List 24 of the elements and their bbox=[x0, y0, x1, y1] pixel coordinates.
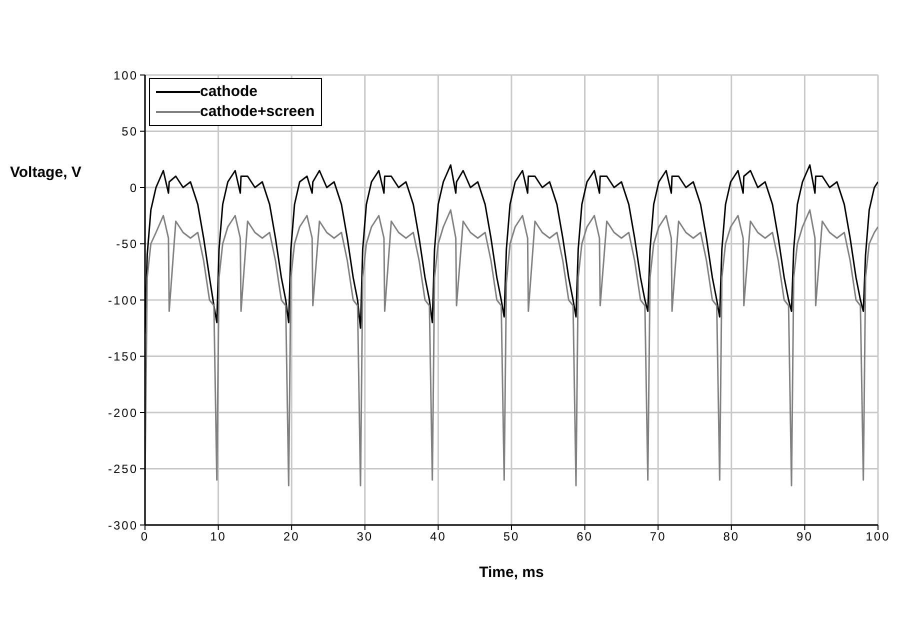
y-tick-label: 100 bbox=[113, 68, 138, 82]
x-tick-label: 80 bbox=[723, 530, 740, 544]
y-tick-label: -150 bbox=[108, 350, 138, 364]
x-tick-label: 50 bbox=[503, 530, 520, 544]
legend-label: cathode bbox=[200, 82, 258, 102]
x-tick-label: 20 bbox=[283, 530, 300, 544]
y-tick-label: -300 bbox=[108, 518, 138, 532]
legend-label: cathode+screen bbox=[200, 102, 315, 122]
x-tick-label: 60 bbox=[576, 530, 593, 544]
y-tick-label: -100 bbox=[108, 293, 138, 308]
x-tick-label: 70 bbox=[650, 530, 666, 544]
y-axis-title: Voltage, V bbox=[10, 164, 82, 182]
x-tick-label: 90 bbox=[796, 530, 813, 544]
x-tick-label: 0 bbox=[140, 530, 150, 544]
y-tick-label: 50 bbox=[122, 124, 138, 139]
y-tick-label: -200 bbox=[108, 406, 138, 420]
x-tick-label: 100 bbox=[866, 530, 890, 544]
y-tick-label: -250 bbox=[108, 462, 138, 476]
x-tick-label: 40 bbox=[430, 530, 446, 544]
x-tick-label: 30 bbox=[356, 530, 374, 544]
x-tick-label: 10 bbox=[210, 530, 226, 544]
y-tick-label: 0 bbox=[130, 180, 138, 195]
y-tick-label: -50 bbox=[116, 237, 138, 252]
x-axis-title: Time, ms bbox=[479, 564, 544, 581]
